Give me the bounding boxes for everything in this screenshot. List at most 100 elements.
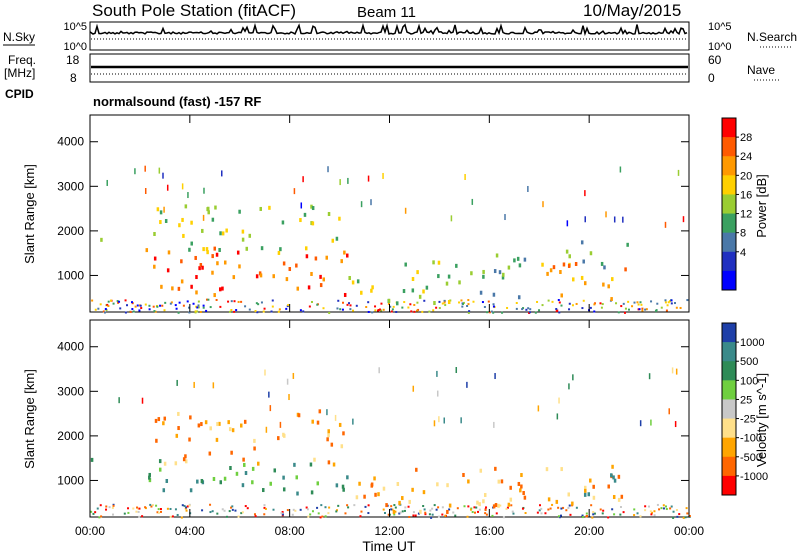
echo-cell <box>602 509 605 512</box>
echo-cell <box>200 422 203 427</box>
echo-cell <box>319 274 322 279</box>
echo-cell <box>177 286 181 291</box>
echo-cell <box>214 205 217 210</box>
echo-cell <box>157 511 160 514</box>
echo-cell <box>281 220 285 225</box>
echo-cell <box>682 516 685 519</box>
echo-cell <box>665 508 668 511</box>
echo-cell <box>447 300 451 305</box>
echo-cell <box>325 255 328 260</box>
echo-cell <box>494 466 497 471</box>
echo-cell <box>486 311 489 314</box>
echo-cell <box>306 508 309 511</box>
echo-cell <box>152 305 155 308</box>
echo-cell <box>685 507 688 510</box>
echo-cell <box>599 508 602 511</box>
echo-cell <box>235 471 239 476</box>
echo-cell <box>307 285 311 290</box>
echo-cell <box>501 275 505 280</box>
echo-cell <box>622 216 624 223</box>
echo-cell <box>374 309 377 312</box>
echo-cell <box>591 516 594 519</box>
echo-cell <box>218 421 221 426</box>
echo-cell <box>360 201 363 208</box>
echo-cell <box>321 515 324 518</box>
echo-cell <box>302 176 304 183</box>
echo-cell <box>460 417 462 424</box>
echo-cell <box>223 476 227 481</box>
y-tick-label: 3000 <box>57 179 84 193</box>
echo-cell <box>429 509 432 512</box>
echo-cell <box>324 506 327 509</box>
echo-cell <box>282 487 286 492</box>
echo-cell <box>410 310 413 313</box>
echo-cell <box>441 506 444 509</box>
echo-cell <box>398 500 401 505</box>
echo-cell <box>490 310 493 313</box>
echo-cell <box>670 299 673 302</box>
echo-cell <box>555 307 558 310</box>
echo-cell <box>382 508 385 511</box>
echo-cell <box>499 504 502 507</box>
echo-cell <box>438 300 441 303</box>
echo-cell <box>408 499 411 504</box>
echo-cell <box>327 512 330 515</box>
echo-cell <box>541 262 544 267</box>
echo-cell <box>437 506 440 509</box>
echo-cell <box>279 247 282 252</box>
echo-cell <box>342 301 345 304</box>
echo-cell <box>238 209 241 214</box>
echo-cell <box>633 301 636 304</box>
echo-cell <box>416 301 419 304</box>
colorbar-tick-label: 12 <box>740 209 752 221</box>
x-tick-label: 12:00 <box>374 524 404 538</box>
echo-cell <box>569 513 572 516</box>
echo-cell <box>444 514 447 517</box>
echo-cell <box>316 303 319 306</box>
echo-cell <box>391 508 394 511</box>
echo-cell <box>547 497 551 502</box>
echo-cell <box>202 247 205 252</box>
nsearch-label: N.Search <box>747 30 797 44</box>
echo-cell <box>308 305 311 308</box>
echo-cell <box>387 302 390 305</box>
echo-cell <box>268 205 271 210</box>
noise-panel: 10^5 10^0 10^5 10^0 <box>63 21 731 53</box>
echo-cell <box>218 287 222 292</box>
echo-cell <box>617 474 621 479</box>
colorbar-frame <box>721 322 737 496</box>
echo-cell <box>358 481 361 486</box>
echo-cell <box>462 301 465 304</box>
echo-cell <box>403 301 406 304</box>
echo-cell <box>404 506 407 509</box>
echo-cell <box>688 515 691 518</box>
echo-cell <box>668 408 670 415</box>
echo-cell <box>467 311 470 314</box>
echo-cell <box>326 437 329 442</box>
echo-cell <box>509 497 513 502</box>
echo-cell <box>483 493 487 498</box>
echo-cell <box>645 308 648 311</box>
echo-cell <box>273 468 277 473</box>
echo-cell <box>177 311 180 314</box>
echo-cell <box>521 308 524 311</box>
echo-cell <box>310 490 314 495</box>
echo-cell <box>664 221 667 228</box>
echo-cell <box>138 507 141 510</box>
echo-cell <box>433 420 436 427</box>
echo-cell <box>207 298 210 301</box>
echo-cell <box>485 506 488 509</box>
echo-cell <box>435 508 438 511</box>
echo-cell <box>209 511 212 514</box>
echo-cell <box>404 207 407 214</box>
echo-cell <box>260 301 263 304</box>
echo-cell <box>340 444 344 449</box>
echo-cell <box>326 409 328 416</box>
echo-cell <box>215 298 218 301</box>
echo-cell <box>257 461 260 466</box>
echo-cell <box>269 481 272 486</box>
echo-cell <box>96 507 99 510</box>
echo-cell <box>385 503 388 508</box>
echo-cell <box>227 420 230 425</box>
nave-label: Nave <box>747 63 775 77</box>
